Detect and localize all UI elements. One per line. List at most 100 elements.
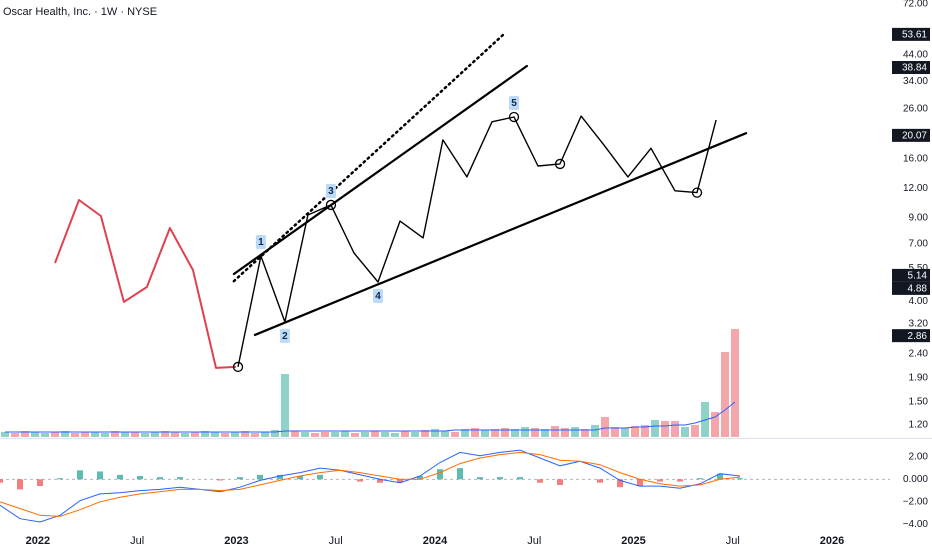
- x-tick-label: Jul: [130, 535, 144, 547]
- y-tick-label: 1.20: [909, 420, 929, 431]
- volume-bar: [181, 433, 189, 437]
- y-tick-label: −2.00: [903, 496, 929, 507]
- volume-bar: [391, 433, 399, 437]
- macd-histogram-bar: [97, 471, 103, 480]
- y-tick-label: 1.90: [909, 372, 929, 383]
- volume-bar: [301, 432, 309, 437]
- volume-bar: [381, 432, 389, 437]
- x-tick-label: Jul: [329, 535, 343, 547]
- macd-histogram-bar: [137, 475, 143, 480]
- x-tick-label: 2022: [26, 535, 50, 547]
- x-tick-label: 2026: [820, 535, 844, 547]
- volume-bar: [91, 432, 99, 437]
- volume-bar: [221, 433, 229, 437]
- volume-bar: [601, 417, 609, 437]
- y-tick-label: 44.00: [903, 49, 928, 60]
- chart-title: Oscar Health, Inc. · 1W · NYSE: [3, 6, 157, 18]
- volume-bar: [561, 428, 569, 437]
- macd-histogram-bar: [117, 474, 123, 480]
- price-badge: [892, 128, 930, 142]
- volume-bar: [631, 426, 639, 437]
- volume-bar: [321, 432, 329, 437]
- volume-bar: [651, 420, 659, 437]
- macd-line: [0, 449, 741, 523]
- x-tick-label: Jul: [726, 535, 740, 547]
- volume-bar: [721, 352, 729, 437]
- y-tick-label: 16.00: [903, 153, 928, 164]
- volume-bar: [11, 433, 19, 437]
- y-tick-label: 2.00: [909, 451, 929, 462]
- volume-bar: [681, 427, 689, 437]
- volume-bar: [501, 428, 509, 437]
- x-tick-label: 2024: [423, 535, 448, 547]
- volume-bar: [641, 425, 649, 437]
- y-tick-label: 1.50: [909, 397, 929, 408]
- macd-histogram-bar: [377, 479, 383, 483]
- volume-bar: [521, 427, 529, 437]
- macd-histogram-bar: [37, 479, 43, 487]
- macd-histogram-bar: [717, 473, 723, 480]
- volume-bar: [481, 430, 489, 437]
- macd-histogram-bar: [317, 474, 323, 480]
- volume-bar: [691, 425, 699, 437]
- volume-bar: [41, 433, 49, 437]
- volume-bar: [671, 421, 679, 437]
- pivot-marker: [325, 199, 337, 211]
- macd-histogram-bar: [0, 479, 3, 483]
- y-tick-label: 12.00: [903, 183, 928, 194]
- volume-bar: [421, 430, 429, 437]
- volume-bar: [161, 431, 169, 437]
- macd-histogram-bar: [477, 477, 483, 480]
- volume-ma: [5, 401, 736, 433]
- volume-bar: [451, 432, 459, 437]
- volume-bar: [551, 426, 559, 437]
- pivot-marker: [232, 361, 244, 373]
- wave-label: 2: [282, 331, 288, 342]
- macd-histogram-bar: [557, 479, 563, 485]
- y-tick-label: −4.00: [903, 519, 929, 530]
- macd-histogram-bar: [157, 477, 163, 480]
- y-tick-label: 72.00: [903, 0, 928, 10]
- volume-bar: [661, 421, 669, 437]
- volume-bar: [61, 431, 69, 437]
- macd-histogram-bar: [597, 479, 603, 483]
- y-tick-label: 0.000: [903, 474, 928, 485]
- volume-bar: [431, 429, 439, 437]
- volume-bar: [211, 432, 219, 437]
- volume-bar: [141, 433, 149, 437]
- volume-bar: [581, 429, 589, 437]
- volume-bar: [341, 431, 349, 437]
- wave-label: 1: [258, 237, 264, 248]
- volume-bar: [711, 412, 719, 437]
- y-tick-label: 5.50: [909, 263, 929, 274]
- macd-histogram-bar: [177, 477, 183, 480]
- volume-bar: [411, 432, 419, 437]
- macd-histogram-bar: [617, 479, 623, 488]
- price-badge: [892, 61, 930, 75]
- x-tick-label: 2025: [621, 535, 645, 547]
- volume-bar: [151, 432, 159, 437]
- macd-histogram-bar: [537, 479, 543, 483]
- macd-line: [0, 451, 741, 517]
- y-tick-label: 2.40: [909, 348, 929, 359]
- volume-bar: [541, 429, 549, 437]
- price-line: [237, 115, 717, 368]
- volume-bar: [231, 432, 239, 437]
- volume-bar: [531, 428, 539, 437]
- pivot-marker: [508, 111, 520, 123]
- price-badge: [892, 27, 930, 41]
- wave-label-box: [255, 234, 266, 249]
- macd-histogram-bar: [677, 479, 683, 482]
- trendline: [232, 31, 507, 283]
- macd-histogram-bar: [217, 479, 223, 481]
- macd-histogram-bar: [297, 475, 303, 480]
- volume-bar: [311, 433, 319, 437]
- price-badge: [892, 268, 930, 282]
- macd-histogram-bar: [237, 477, 243, 480]
- macd-histogram-bar: [437, 469, 443, 480]
- macd-histogram-bar: [417, 475, 423, 480]
- volume-bar: [241, 431, 249, 437]
- volume-bar: [1, 432, 9, 437]
- price-badge-label: 53.61: [902, 30, 927, 41]
- volume-bar: [441, 431, 449, 437]
